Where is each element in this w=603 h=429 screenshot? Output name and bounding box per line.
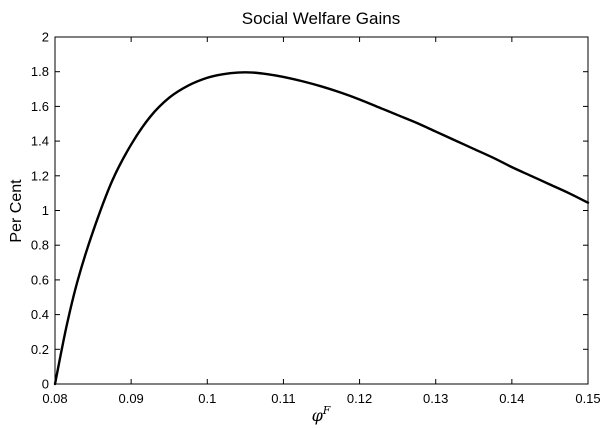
- chart-title: Social Welfare Gains: [242, 9, 400, 28]
- x-axis-label: φF: [312, 404, 331, 425]
- y-tick-label: 0.6: [31, 272, 49, 287]
- y-tick-label: 0.8: [31, 238, 49, 253]
- x-tick-label: 0.12: [347, 391, 372, 406]
- y-tick-label: 1.2: [31, 168, 49, 183]
- series-line-welfare-gains: [53, 71, 590, 386]
- y-axis-ticks: 0 0.2 0.4 0.6 0.8 1 1.2 1.4 1.6 1.8 2: [31, 30, 588, 392]
- x-tick-label: 0.13: [423, 391, 448, 406]
- y-tick-label: 2: [42, 30, 49, 45]
- y-tick-label: 0.2: [31, 342, 49, 357]
- y-tick-label: 1.6: [31, 99, 49, 114]
- y-tick-label: 0: [42, 377, 49, 392]
- y-tick-label: 0.4: [31, 307, 49, 322]
- x-axis-label-base: φ: [312, 406, 324, 425]
- x-tick-label: 0.1: [198, 391, 216, 406]
- x-tick-label: 0.15: [575, 391, 600, 406]
- y-tick-label: 1.4: [31, 134, 49, 149]
- x-axis-ticks: 0.08 0.09 0.1 0.11 0.12 0.13 0.14 0.15: [42, 37, 601, 406]
- x-tick-label: 0.09: [118, 391, 143, 406]
- x-tick-label: 0.08: [42, 391, 67, 406]
- x-tick-label: 0.14: [499, 391, 524, 406]
- y-tick-label: 1: [42, 203, 49, 218]
- y-axis-label: Per Cent: [8, 179, 25, 243]
- x-tick-label: 0.11: [271, 391, 295, 406]
- x-axis-label-superscript: F: [322, 404, 331, 417]
- y-tick-label: 1.8: [31, 64, 49, 79]
